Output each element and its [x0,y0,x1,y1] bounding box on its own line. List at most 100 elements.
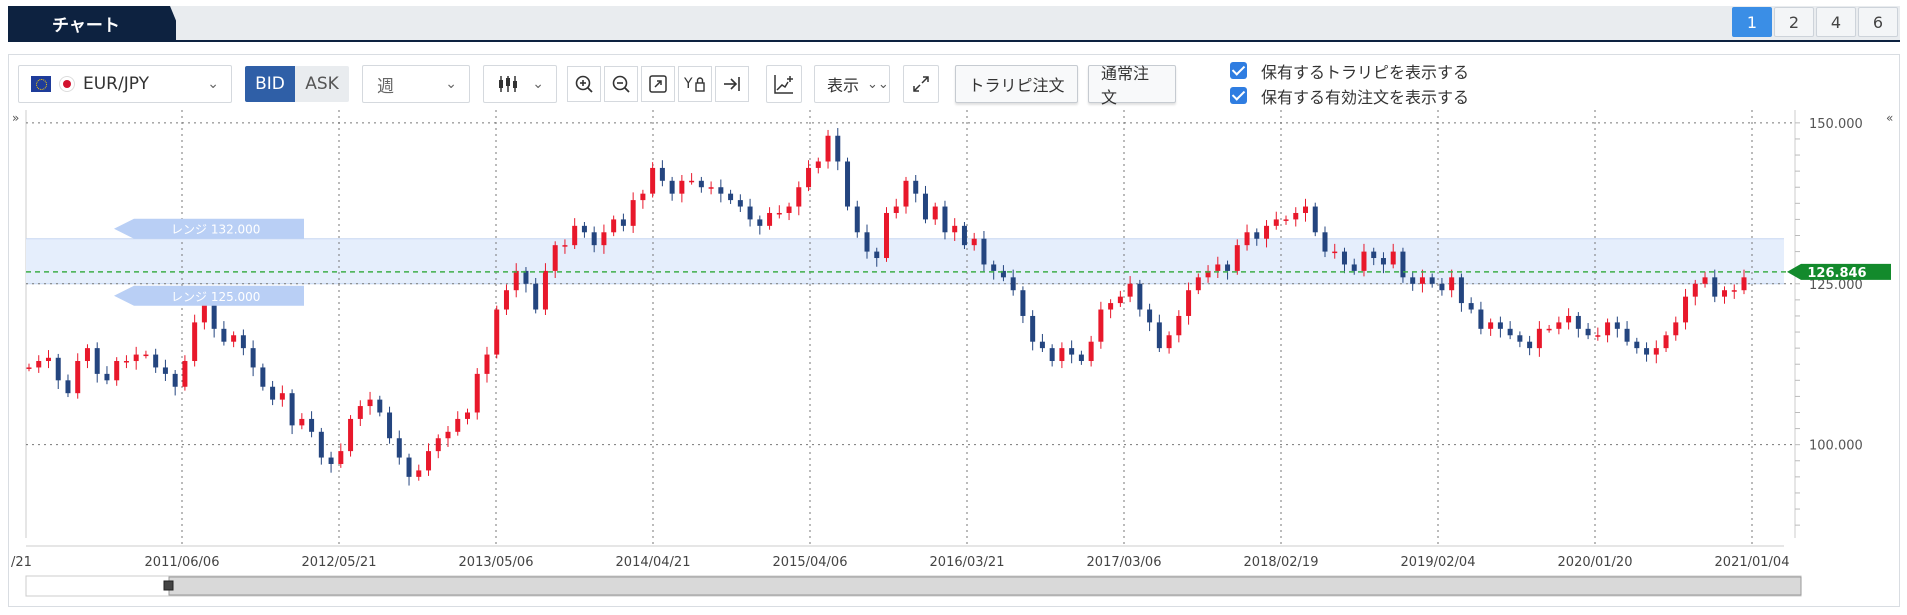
normal-order-button[interactable]: 通常注文 [1088,64,1176,107]
currency-pair-select[interactable]: EUR/JPY ⌄ [18,65,232,103]
chart-area[interactable]: » « 150.000 125.000 100.000/21 2011/06/06 2012… [9,108,1900,602]
show-active-orders-checkbox[interactable] [1230,87,1247,104]
expand-right-icon: « [1886,111,1893,125]
price-chart[interactable]: » « 150.000 125.000 100.000/21 2011/06/06 2012… [9,108,1900,602]
candle-body [884,212,889,259]
candle-body [1653,348,1659,355]
tab-chart[interactable]: チャート [8,6,176,40]
candle-body [523,270,529,284]
candle-body [445,431,451,439]
layout-4-button[interactable]: 4 [1816,7,1856,37]
candle-body [806,167,812,188]
candle-body [1566,315,1572,323]
candle-body [260,367,266,387]
chart-tool-icons: Y [567,65,757,103]
candle-body [845,161,851,207]
y-tick-label: 150.000 [1809,117,1863,132]
candle-body [1449,277,1455,291]
show-trap-positions-checkbox[interactable] [1230,62,1247,79]
candle-body [601,232,607,246]
time-scrollbar[interactable] [25,575,1802,597]
chart-type-select[interactable]: ⌄ [483,65,557,103]
candle-body [1644,348,1650,355]
x-tick-label: /21 [11,555,32,570]
candle-body [513,270,519,291]
candle-body [1088,341,1094,362]
candle-body [1575,315,1581,329]
show-trap-positions-row[interactable]: 保有するトラリピを表示する [1230,58,1469,83]
x-tick-label: 2013/05/06 [459,555,534,570]
tab-bar: チャート 1 2 4 6 [0,0,1907,44]
candle-body [1488,322,1494,329]
candle-body [922,193,928,220]
candle-body [1030,315,1036,342]
indicator-button[interactable] [766,65,802,103]
fullscreen-button[interactable] [903,65,939,103]
candle-body [1117,296,1123,304]
candle-body [991,264,997,271]
candle-body [172,373,178,387]
candle-body [796,187,802,207]
candle-body [182,361,188,387]
candle-body [718,187,724,194]
candle-body [270,386,276,400]
fit-button[interactable] [641,66,675,102]
candle-body [65,380,71,394]
candle-body [211,303,217,329]
candle-body [338,451,344,464]
scrollbar-handle[interactable] [163,580,174,591]
candle-body [1722,290,1728,297]
candle-body [1234,245,1240,271]
period-select[interactable]: 週 ⌄ [362,65,470,103]
candle-body [1137,283,1143,310]
candle-body [913,180,919,194]
x-tick-label: 2016/03/21 [930,555,1005,570]
layout-1-button[interactable]: 1 [1732,7,1772,37]
scrollbar-thumb[interactable] [168,576,1802,596]
candle-body [162,367,168,374]
candle-body [815,161,821,168]
candle-body [1439,283,1445,291]
candle-body [562,245,568,247]
current-price-tag-shape [1787,263,1891,280]
candle-body [1614,322,1620,329]
y-lock-button[interactable]: Y [678,66,712,102]
ask-button[interactable]: ASK [295,66,349,102]
candle-body [474,373,480,413]
candle-body [104,373,110,381]
trap-repeat-order-button[interactable]: トラリピ注文 [955,65,1078,103]
display-menu[interactable]: 表示 ⌄⌄ [814,65,890,103]
x-tick-label: 2011/06/06 [145,555,220,570]
x-tick-label: 2014/04/21 [616,555,691,570]
bid-button[interactable]: BID [245,66,295,102]
double-chevron-down-icon: ⌄⌄ [867,76,889,92]
layout-2-button[interactable]: 2 [1774,7,1814,37]
candle-body [708,187,714,189]
candle-body [1147,309,1153,323]
candle-body [679,180,685,194]
layout-6-button[interactable]: 6 [1858,7,1898,37]
zoom-out-button[interactable] [604,66,638,102]
candle-body [1400,251,1406,278]
candle-body [1546,328,1552,331]
show-active-orders-row[interactable]: 保有する有効注文を表示する [1230,83,1469,108]
show-trap-positions-label: 保有するトラリピを表示する [1261,62,1470,82]
candle-body [1663,335,1669,349]
candle-body [1303,206,1309,213]
candle-body [1536,328,1542,349]
current-price-tag: 126.846 [1787,263,1891,281]
expand-left-icon: » [12,111,19,125]
candle-body [201,303,207,323]
x-tick-label: 2020/01/20 [1558,555,1633,570]
show-active-orders-label: 保有する有効注文を表示する [1261,87,1470,107]
jump-end-button[interactable] [715,66,749,102]
candle-body [1410,277,1416,284]
candle-body [1283,219,1289,221]
candle-body [348,418,354,452]
candle-body [1166,335,1172,349]
candle-body [650,167,656,194]
candle-body [123,361,129,363]
zoom-in-button[interactable] [567,66,601,102]
candle-body [1371,251,1377,259]
y-tick-label: 100.000 [1809,439,1863,454]
